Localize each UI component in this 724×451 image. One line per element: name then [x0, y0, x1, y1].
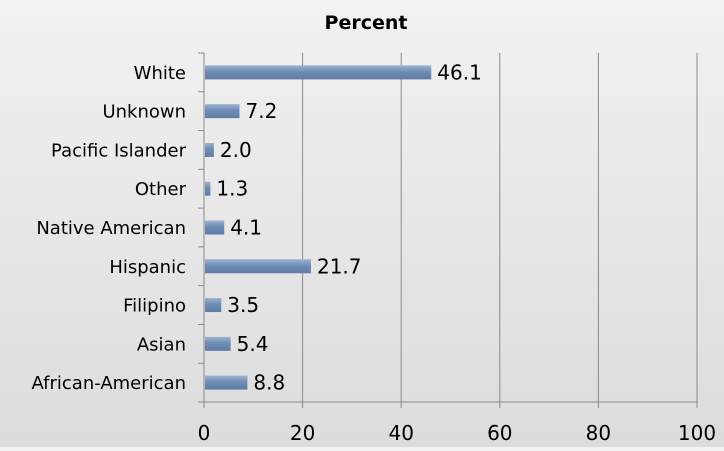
grid-lines — [302, 53, 698, 402]
data-label-white: 46.1 — [437, 60, 482, 84]
axes — [198, 52, 698, 408]
x-tick-label-20: 20 — [290, 421, 315, 445]
data-label-unknown: 7.2 — [245, 99, 277, 123]
bar-pacific-islander — [205, 142, 214, 157]
bar-asian — [205, 336, 231, 351]
category-label-unknown: Unknown — [102, 102, 186, 123]
category-label-african-american: African-American — [31, 373, 186, 394]
data-label-filipino: 3.5 — [227, 293, 259, 317]
category-label-white: White — [134, 63, 186, 84]
bars — [205, 65, 432, 390]
bar-hispanic — [205, 259, 311, 274]
category-label-filipino: Filipino — [123, 296, 186, 317]
category-label-other: Other — [135, 179, 187, 200]
category-label-asian: Asian — [137, 334, 186, 355]
bar-other — [205, 181, 211, 196]
data-label-native-american: 4.1 — [230, 216, 262, 240]
x-tick-label-80: 80 — [586, 421, 611, 445]
category-label-hispanic: Hispanic — [109, 257, 186, 278]
x-tick-label-0: 0 — [198, 421, 211, 445]
x-tick-label-60: 60 — [487, 421, 512, 445]
category-label-pacific-islander: Pacific Islander — [51, 140, 187, 161]
bar-white — [205, 65, 432, 80]
data-label-hispanic: 21.7 — [317, 254, 362, 278]
data-label-pacific-islander: 2.0 — [220, 138, 252, 162]
bar-filipino — [205, 298, 222, 313]
category-label-native-american: Native American — [36, 218, 186, 239]
x-tick-label-40: 40 — [388, 421, 413, 445]
bar-unknown — [205, 104, 240, 119]
bar-african-american — [205, 375, 248, 390]
bar-native-american — [205, 220, 225, 235]
data-label-other: 1.3 — [216, 177, 248, 201]
data-label-asian: 5.4 — [237, 332, 269, 356]
data-label-african-american: 8.8 — [253, 371, 285, 395]
chart-title: Percent — [325, 12, 408, 34]
labels: 0 20 40 60 80 100 White 46.1 Unknown 7.2 Pacific I… — [31, 60, 716, 445]
x-tick-label-100: 100 — [678, 421, 716, 445]
